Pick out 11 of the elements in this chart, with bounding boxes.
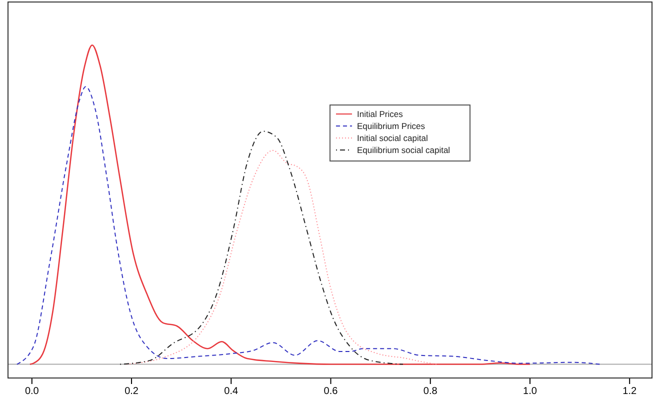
x-tick-label: 0.4 [224, 386, 239, 398]
legend-label: Initial Prices [357, 109, 403, 119]
x-tick-label: 0.8 [423, 386, 438, 398]
legend-label: Equilibrium Prices [357, 121, 426, 131]
x-tick-label: 0.2 [124, 386, 139, 398]
x-tick-label: 1.2 [622, 386, 637, 398]
x-tick-label: 1.0 [523, 386, 538, 398]
legend-label: Equilibrium social capital [357, 145, 450, 155]
x-tick-label: 0.6 [324, 386, 338, 398]
x-tick-label: 0.0 [24, 386, 40, 398]
legend-label: Initial social capital [357, 133, 428, 143]
